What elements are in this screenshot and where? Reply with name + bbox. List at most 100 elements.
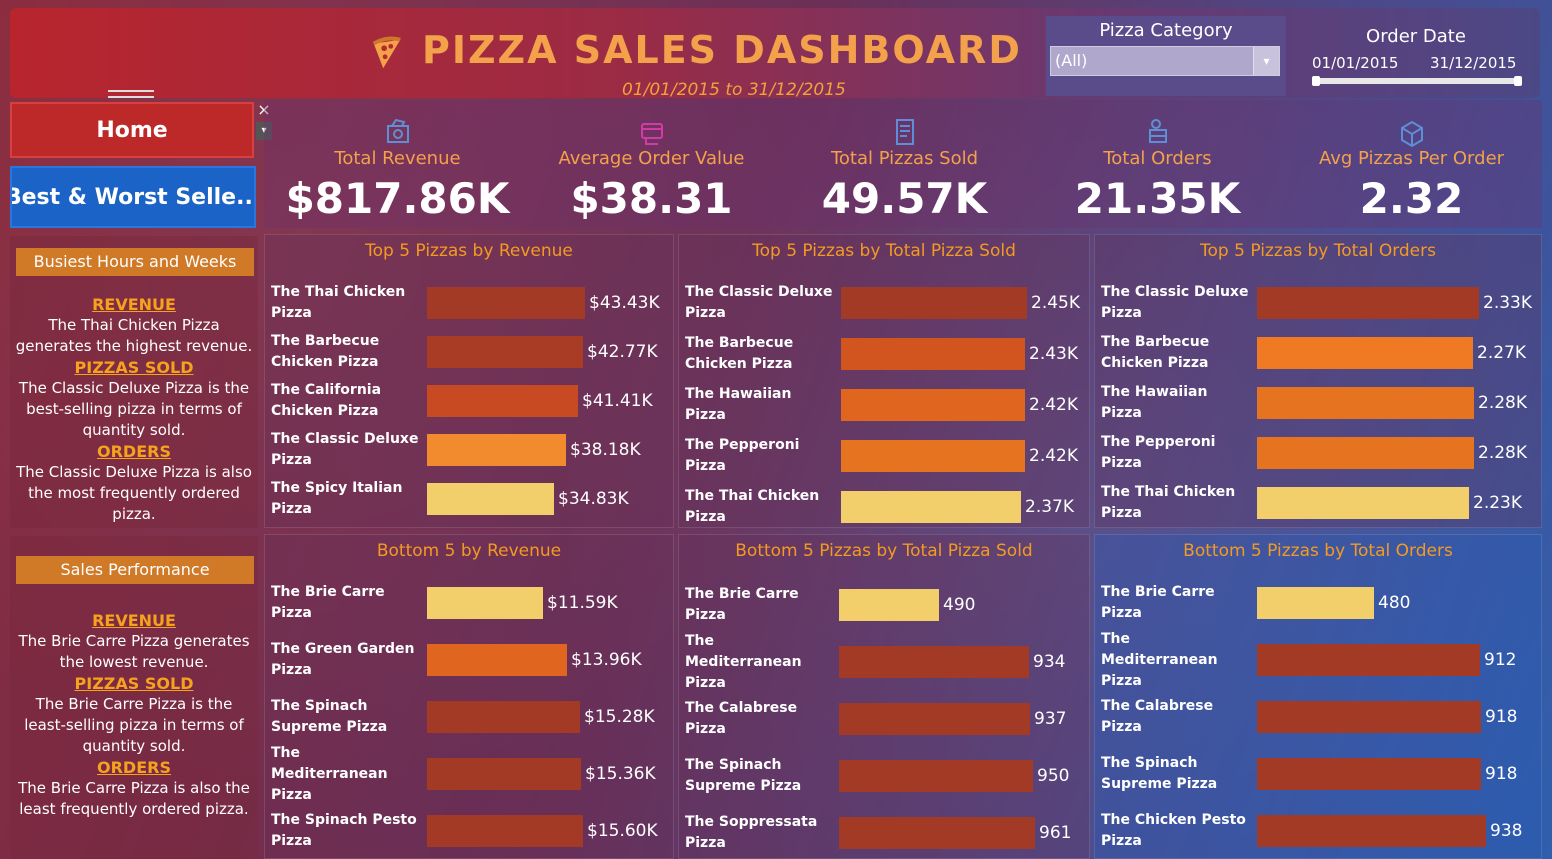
bar-row[interactable]: The Calabrese Pizza 937	[679, 697, 1089, 741]
bar[interactable]	[839, 703, 1030, 735]
bar-row[interactable]: The Brie Carre Pizza 480	[1095, 581, 1541, 625]
bar[interactable]	[1257, 287, 1479, 319]
bar[interactable]	[1257, 758, 1481, 790]
bar-value-label: $38.18K	[570, 440, 641, 460]
bar-category-label: The Mediterranean Pizza	[685, 632, 802, 691]
bar-category-label: The Pepperoni Pizza	[1101, 434, 1216, 471]
bar[interactable]	[427, 336, 583, 368]
bar-category-label: The Barbecue Chicken Pizza	[1101, 334, 1210, 371]
bar[interactable]	[1257, 701, 1481, 733]
bar[interactable]	[841, 491, 1021, 523]
bar-category-label: The Calabrese Pizza	[1101, 698, 1214, 735]
bar-value-label: 961	[1039, 823, 1072, 843]
bar-category-label: The Brie Carre Pizza	[1101, 584, 1215, 621]
bar[interactable]	[839, 589, 939, 621]
bar-category-label: The Calabrese Pizza	[685, 700, 798, 737]
delivery-icon	[1149, 119, 1167, 143]
bar-row[interactable]: The Spicy Italian Pizza $34.83K	[265, 477, 673, 521]
bar-row[interactable]: The Hawaiian Pizza 2.28K	[1095, 381, 1541, 425]
bar-row[interactable]: The Barbecue Chicken Pizza $42.77K	[265, 330, 673, 374]
bar[interactable]	[1257, 387, 1474, 419]
home-button[interactable]: Home	[10, 102, 254, 158]
bar-value-label: 934	[1033, 652, 1066, 672]
bar-row[interactable]: The Mediterranean Pizza 934	[679, 632, 1089, 691]
bar-row[interactable]: The Brie Carre Pizza 490	[679, 583, 1089, 627]
category-select[interactable]: (All) ▾	[1050, 46, 1280, 76]
bar-category-label: The Green Garden Pizza	[271, 641, 415, 678]
bar-row[interactable]: The Mediterranean Pizza 912	[1095, 631, 1541, 689]
bar[interactable]	[1257, 815, 1486, 847]
bar[interactable]	[427, 758, 581, 790]
bar[interactable]	[839, 817, 1035, 849]
bar[interactable]	[427, 701, 580, 733]
bar-value-label: 2.23K	[1473, 493, 1522, 513]
bar[interactable]	[427, 644, 567, 676]
bar-row[interactable]: The Green Garden Pizza $13.96K	[265, 638, 673, 682]
bar-category-label: The Pepperoni Pizza	[685, 437, 800, 474]
slider-end-handle[interactable]	[1514, 76, 1522, 86]
bar-row[interactable]: The California Chicken Pizza $41.41K	[265, 379, 673, 423]
bar[interactable]	[427, 815, 583, 847]
bar[interactable]	[841, 389, 1025, 421]
insight-heading: ORDERS	[97, 758, 171, 777]
bar-value-label: $42.77K	[587, 342, 658, 362]
bar-row[interactable]: The Classic Deluxe Pizza $38.18K	[265, 428, 673, 472]
bar-category-label: The Spinach Supreme Pizza	[1101, 755, 1218, 792]
bar[interactable]	[427, 434, 566, 466]
chart-top-revenue: Top 5 Pizzas by Revenue The Thai Chicken…	[264, 234, 674, 528]
bar-row[interactable]: The Pepperoni Pizza 2.28K	[1095, 431, 1541, 475]
bar[interactable]	[1257, 587, 1374, 619]
bar[interactable]	[1257, 337, 1473, 369]
bar-value-label: 918	[1485, 764, 1518, 784]
bar-row[interactable]: The Thai Chicken Pizza 2.23K	[1095, 481, 1541, 525]
more-options-icon[interactable]: ▾	[256, 122, 272, 140]
chevron-down-icon[interactable]: ▾	[1253, 47, 1279, 75]
bar-row[interactable]: The Classic Deluxe Pizza 2.33K	[1095, 281, 1541, 325]
bar[interactable]	[841, 440, 1025, 472]
bar[interactable]	[841, 338, 1025, 370]
bar[interactable]	[427, 587, 543, 619]
bar-row[interactable]: The Soppressata Pizza 961	[679, 811, 1089, 855]
insights-panel-bottom: Sales Performance REVENUE The Brie Carre…	[10, 536, 258, 859]
bar-row[interactable]: The Chicken Pesto Pizza 938	[1095, 809, 1541, 853]
bar-category-label: The Mediterranean Pizza	[271, 744, 388, 803]
bar[interactable]	[1257, 487, 1469, 519]
bar[interactable]	[427, 287, 585, 319]
bar-row[interactable]: The Spinach Pesto Pizza $15.60K	[265, 809, 673, 853]
bar-row[interactable]: The Spinach Supreme Pizza 918	[1095, 752, 1541, 796]
kpi-value: $38.31	[570, 174, 733, 223]
bar-row[interactable]: The Pepperoni Pizza 2.42K	[679, 434, 1089, 478]
bar[interactable]	[1257, 437, 1474, 469]
bar-category-label: The Classic Deluxe Pizza	[685, 284, 833, 321]
bar[interactable]	[841, 287, 1027, 319]
bar-row[interactable]: The Classic Deluxe Pizza 2.45K	[679, 281, 1089, 325]
bar-row[interactable]: The Spinach Supreme Pizza $15.28K	[265, 695, 673, 739]
bar-row[interactable]: The Thai Chicken Pizza 2.37K	[679, 485, 1089, 527]
chart-title: Top 5 Pizzas by Total Orders	[1200, 241, 1436, 261]
card-icon	[641, 123, 663, 145]
bar-value-label: 912	[1484, 650, 1517, 670]
bar[interactable]	[1257, 644, 1480, 676]
drag-handle[interactable]	[108, 90, 154, 98]
bar-category-label: The Classic Deluxe Pizza	[1101, 284, 1249, 321]
bar-row[interactable]: The Thai Chicken Pizza $43.43K	[265, 281, 673, 325]
bar-row[interactable]: The Barbecue Chicken Pizza 2.27K	[1095, 331, 1541, 375]
bar-row[interactable]: The Barbecue Chicken Pizza 2.43K	[679, 332, 1089, 376]
bar-row[interactable]: The Spinach Supreme Pizza 950	[679, 754, 1089, 798]
bar-value-label: $11.59K	[547, 593, 618, 613]
date-range-slider[interactable]	[1312, 76, 1522, 86]
bar-row[interactable]: The Hawaiian Pizza 2.42K	[679, 383, 1089, 427]
bar-value-label: 2.42K	[1029, 395, 1078, 415]
close-icon[interactable]: ×	[257, 100, 271, 119]
kpi-label: Average Order Value	[558, 148, 745, 169]
bar[interactable]	[839, 760, 1033, 792]
bar-row[interactable]: The Calabrese Pizza 918	[1095, 695, 1541, 739]
bar-row[interactable]: The Mediterranean Pizza $15.36K	[265, 744, 673, 803]
slider-start-handle[interactable]	[1312, 76, 1320, 86]
bar-category-label: The Brie Carre Pizza	[271, 584, 385, 621]
bar[interactable]	[427, 385, 578, 417]
bar-row[interactable]: The Brie Carre Pizza $11.59K	[265, 581, 673, 625]
best-worst-sellers-button[interactable]: Best & Worst Selle...	[10, 166, 256, 228]
bar[interactable]	[427, 483, 554, 515]
bar[interactable]	[839, 646, 1029, 678]
